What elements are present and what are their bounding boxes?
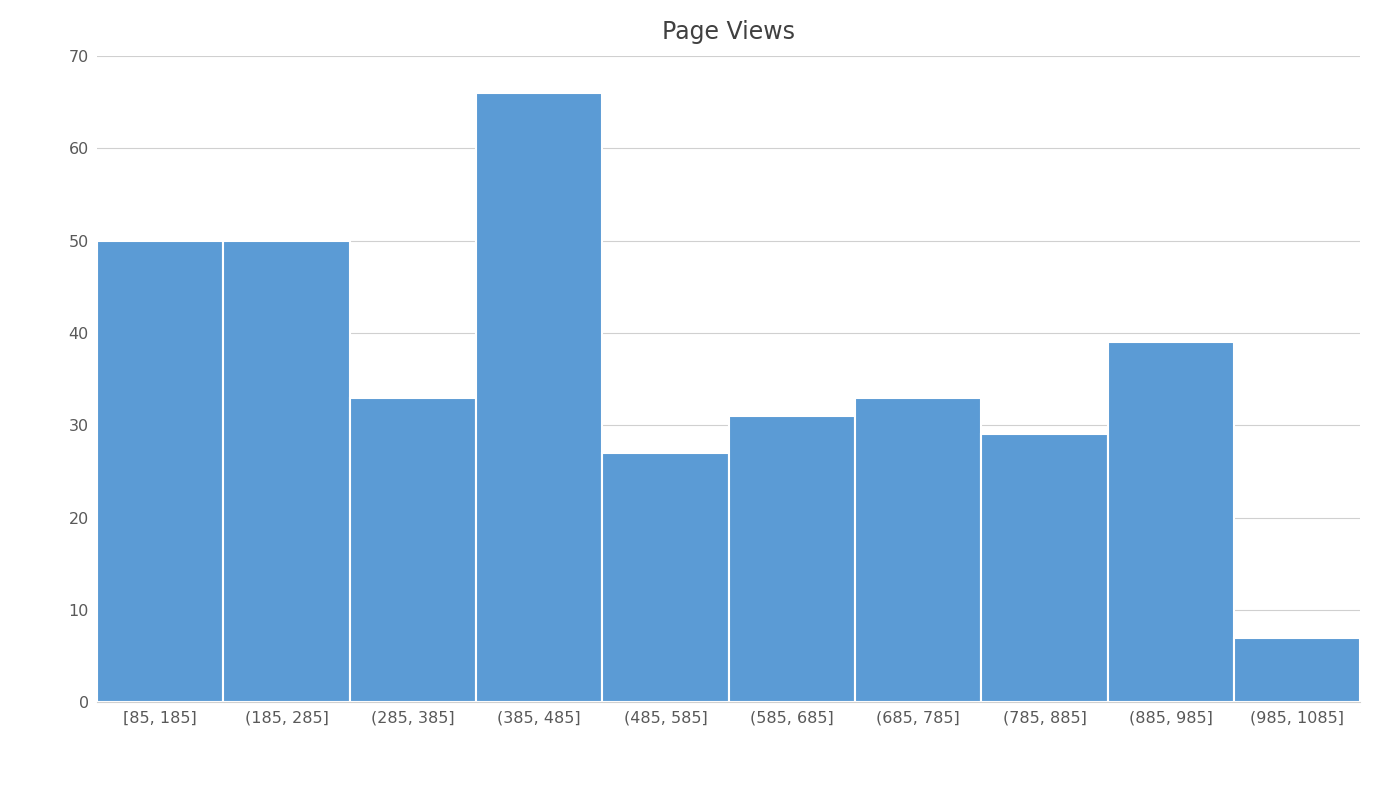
Bar [350, 397, 476, 702]
Bar [476, 93, 602, 702]
Bar [1108, 342, 1234, 702]
Bar [981, 434, 1108, 702]
Bar [97, 240, 223, 702]
Title: Page Views: Page Views [662, 20, 795, 44]
Bar [223, 240, 350, 702]
Bar [1234, 638, 1360, 702]
Bar [602, 453, 729, 702]
Bar [855, 397, 981, 702]
Bar [729, 416, 855, 702]
